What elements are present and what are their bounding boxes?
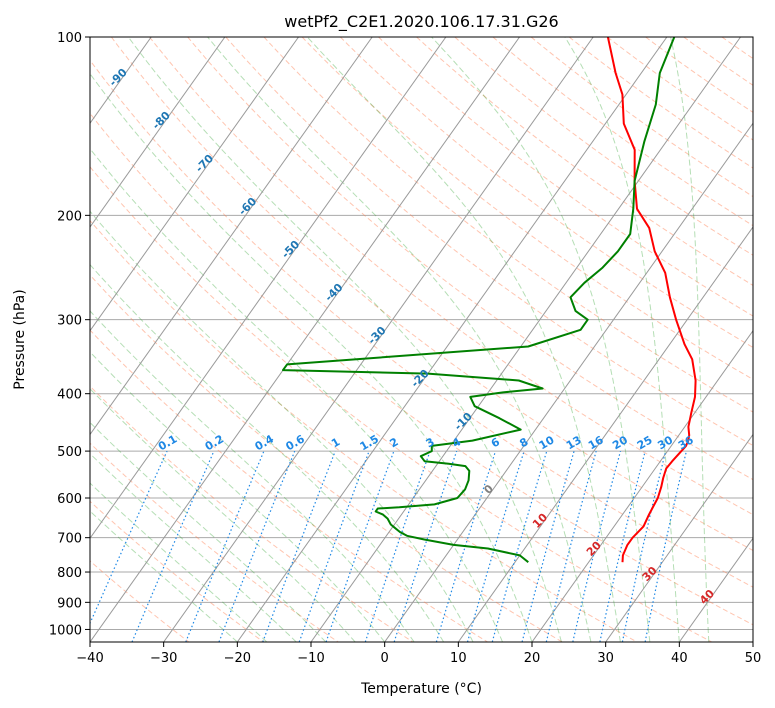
- x-tick-label: 0: [381, 651, 389, 666]
- y-tick-label: 900: [57, 596, 82, 611]
- mixing-ratio-line: [364, 450, 431, 642]
- x-tick-label: 40: [671, 651, 688, 666]
- mixing-ratio-line: [262, 450, 336, 642]
- mixing-ratio-line: [393, 450, 458, 642]
- moist-adiabat-line: [90, 210, 474, 642]
- y-tick-label: 200: [57, 209, 82, 224]
- isotherm-line: [310, 37, 741, 642]
- x-tick-label: −30: [150, 651, 177, 666]
- isotherm-line: [90, 37, 299, 332]
- moist-adiabat-line: [431, 37, 651, 642]
- x-tick-label: 20: [524, 651, 541, 666]
- isobar-lines: [90, 37, 753, 630]
- sounding-series: [282, 37, 697, 563]
- dry-adiabat-line: [492, 37, 753, 227]
- dry-adiabat-line: [90, 166, 712, 642]
- mixing-ratio-line: [491, 450, 548, 642]
- mixing-ratio-line: [90, 450, 168, 625]
- mixing-ratio-line: [572, 450, 622, 642]
- mixing-ratio-line: [131, 450, 215, 642]
- moist-adiabat-lines: [90, 37, 710, 642]
- moist-adiabat-line: [90, 388, 356, 642]
- y-tick-label: 400: [57, 388, 82, 403]
- isotherm-lines: [90, 37, 753, 642]
- dry-adiabat-line: [90, 385, 414, 642]
- dewpoint-profile-line: [282, 37, 676, 563]
- mixing-ratio-line: [325, 450, 395, 642]
- mixing-ratio-line: [298, 450, 370, 642]
- moist-adiabat-line: [207, 37, 592, 642]
- moist-adiabat-line: [90, 510, 238, 642]
- dry-adiabat-line: [416, 37, 753, 286]
- isotherm-line: [678, 537, 753, 642]
- isotherm-line: [90, 37, 373, 436]
- y-tick-label: 500: [57, 445, 82, 460]
- moist-adiabat-line: [306, 37, 621, 642]
- mixing-ratio-line: [185, 450, 265, 642]
- isotherm-line: [384, 122, 753, 642]
- isotherm-line: [90, 37, 447, 540]
- dry-adiabat-line: [90, 112, 753, 626]
- isotherm-line: [163, 37, 594, 642]
- dry-adiabat-line: [187, 37, 753, 481]
- dry-adiabat-lines: [90, 37, 753, 642]
- temperature-profile-line: [606, 37, 697, 563]
- isotherm-line: [236, 37, 668, 642]
- mixing-ratio-line: [466, 450, 525, 642]
- isotherm-line: [531, 329, 753, 642]
- moist-adiabat-line: [90, 147, 503, 642]
- moist-adiabat-line: [90, 72, 533, 642]
- y-tick-label: 800: [57, 566, 82, 581]
- chart-title: wetPf2_C2E1.2020.106.17.31.G26: [284, 12, 558, 32]
- plot-area: 0.10.20.40.611.52346810131620253036-100-…: [90, 37, 753, 642]
- x-tick-label: −40: [76, 651, 103, 666]
- dry-adiabat-line: [378, 37, 753, 317]
- dry-adiabat-line: [90, 329, 488, 642]
- mixing-ratio-line: [545, 450, 597, 642]
- moist-adiabat-line: [670, 37, 710, 642]
- y-tick-label: 700: [57, 532, 82, 547]
- x-axis-ticks: −40 −30 −20 −10 0 10 20 30 40 50: [76, 642, 761, 666]
- dry-adiabat-line: [110, 37, 753, 551]
- y-axis-ticks: 100 200 300 400 500 600 700 800 900 1000: [49, 31, 90, 638]
- moist-adiabat-line: [564, 37, 680, 642]
- isotherm-line: [90, 37, 226, 228]
- dry-adiabat-line: [90, 219, 638, 642]
- dry-adiabat-line: [568, 37, 753, 169]
- dry-adiabat-line: [454, 37, 753, 256]
- mixing-ratio-line: [521, 450, 575, 642]
- x-tick-label: −10: [297, 651, 324, 666]
- isotherm-line: [90, 37, 520, 642]
- y-tick-label: 300: [57, 314, 82, 329]
- y-tick-label: 1000: [49, 623, 82, 638]
- x-tick-label: 10: [450, 651, 467, 666]
- plot-frame: [89, 36, 754, 643]
- moist-adiabat-line: [127, 37, 562, 642]
- moist-adiabat-line: [90, 421, 327, 642]
- y-tick-label: 100: [57, 31, 82, 46]
- dry-adiabat-line: [149, 37, 753, 516]
- y-axis-label: Pressure (hPa): [12, 289, 28, 389]
- y-tick-label: 600: [57, 492, 82, 507]
- mixing-ratio-lines: [90, 450, 687, 642]
- x-tick-label: −20: [224, 651, 251, 666]
- x-axis-label: Temperature (°C): [360, 681, 482, 697]
- dry-adiabat-line: [301, 37, 753, 380]
- x-tick-label: 30: [597, 651, 614, 666]
- dry-adiabat-line: [90, 59, 753, 588]
- isotherm-line: [457, 226, 753, 642]
- mixing-ratio-line: [218, 450, 296, 642]
- isotherm-line: [605, 433, 753, 642]
- moist-adiabat-line: [90, 351, 386, 642]
- mixing-ratio-line: [599, 450, 646, 642]
- x-tick-label: 50: [745, 651, 762, 666]
- moist-adiabat-line: [90, 453, 297, 642]
- mixing-ratio-line: [621, 450, 667, 642]
- mixing-ratio-line: [435, 450, 497, 642]
- dry-adiabat-line: [225, 37, 753, 447]
- moist-adiabat-line: [90, 263, 445, 642]
